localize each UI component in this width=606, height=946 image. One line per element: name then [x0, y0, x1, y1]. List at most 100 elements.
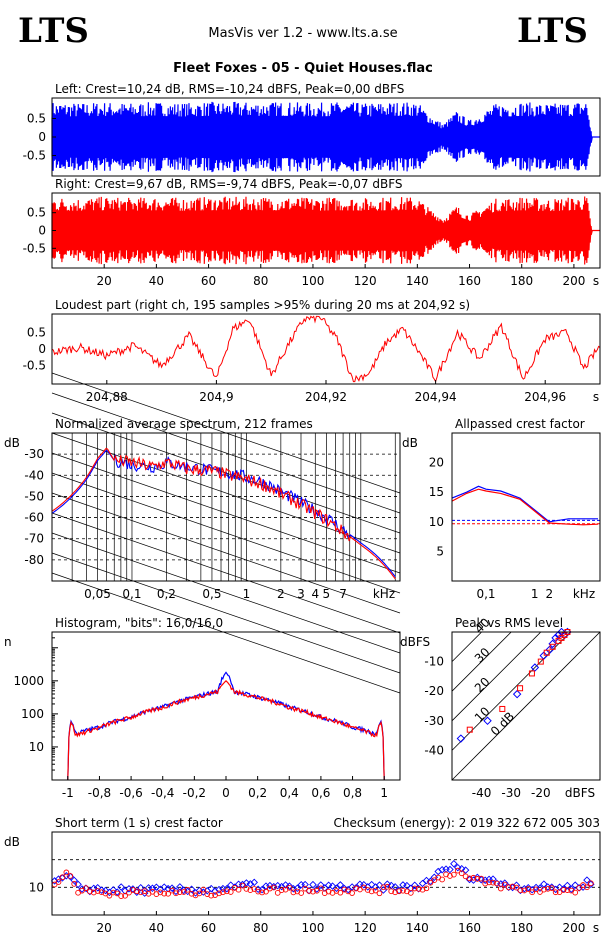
shortcrest-point-left — [309, 880, 317, 889]
crest-ytick: 15 — [429, 485, 444, 499]
shortcrest-point-right — [83, 885, 89, 891]
shortcrest-point-right — [141, 888, 148, 894]
shortcrest-point-right — [411, 885, 418, 892]
crest-ytick: 5 — [436, 544, 444, 558]
shortcrest-point-left — [207, 884, 215, 893]
shortcrest-point-right — [255, 888, 262, 895]
shortcrest-point-right — [177, 889, 183, 895]
shortcrest-xtick: 100 — [301, 921, 324, 935]
shortcrest-point-right — [560, 887, 567, 893]
shortcrest-point-right — [227, 889, 234, 895]
shortcrest-xtick: 200 — [562, 921, 585, 935]
histogram-xtick: -0,8 — [88, 786, 111, 800]
shortcrest-point-right — [270, 884, 277, 891]
peakrms-point-right — [537, 658, 544, 665]
shortcrest-point-right — [122, 892, 128, 899]
histogram-xtick: 0,8 — [343, 786, 362, 800]
shortcrest-point-right — [529, 889, 536, 896]
crest-xunit: kHz — [573, 587, 595, 601]
shortcrest-point-right — [317, 885, 324, 892]
peakrms-point-left — [456, 734, 466, 743]
shortcrest-point-right — [458, 870, 465, 877]
shortcrest-point-left — [117, 883, 125, 891]
spectrum-xtick: 1 — [243, 587, 251, 601]
shortcrest-point-right — [368, 888, 375, 895]
shortcrest-point-right — [94, 888, 101, 894]
loudest-ytick: 0 — [38, 342, 46, 356]
peakrms-point-left — [512, 689, 522, 699]
shortcrest-point-right — [396, 888, 402, 895]
histogram-xtick: -0,4 — [151, 786, 174, 800]
shortcrest-xunit: s — [593, 921, 599, 935]
shortcrest-point-right — [466, 875, 473, 882]
left-ytick: 0.5 — [27, 111, 46, 125]
spectrum-slope — [51, 472, 401, 594]
shortcrest-point-right — [353, 885, 359, 892]
shortcrest-point-left — [238, 880, 247, 889]
shortcrest-point-right — [274, 890, 281, 896]
right-xtick: 140 — [406, 274, 429, 288]
shortcrest-xtick: 180 — [510, 921, 533, 935]
shortcrest-point-right — [306, 888, 312, 894]
loudest-ytick: 0.5 — [27, 325, 46, 339]
crest-line-left — [451, 485, 598, 523]
shortcrest-point-right — [552, 889, 559, 896]
shortcrest-point-right — [478, 875, 485, 882]
loudest-xtick: 204,92 — [305, 390, 347, 404]
shortcrest-point-left — [246, 880, 255, 888]
checksum-text: Checksum (energy): 2 019 322 672 005 303 — [333, 816, 600, 830]
shortcrest-point-right — [474, 876, 481, 882]
shortcrest-point-right — [490, 879, 496, 886]
shortcrest-point-right — [208, 892, 215, 899]
peakrms-crest-label: 20 — [472, 675, 493, 696]
peakrms-point-right — [466, 726, 473, 733]
left-title: Left: Crest=10,24 dB, RMS=-10,24 dBFS, P… — [55, 82, 404, 96]
left-ytick: 0 — [38, 130, 46, 144]
shortcrest-point-right — [310, 888, 316, 895]
shortcrest-xtick: 140 — [406, 921, 429, 935]
peakrms-crest-label: 0 dB — [488, 709, 517, 738]
histogram-xtick: -0,6 — [119, 786, 142, 800]
loudest-line — [51, 315, 601, 383]
shortcrest-point-right — [216, 890, 222, 897]
peakrms-point-left — [560, 630, 569, 640]
loudest-xtick: 204,88 — [86, 390, 128, 404]
shortcrest-point-left — [383, 880, 392, 888]
crest-line-right — [451, 488, 599, 526]
shortcrest-point-right — [451, 871, 457, 878]
right-xtick: 180 — [510, 274, 533, 288]
peakrms-ytick: -40 — [424, 743, 444, 757]
shortcrest-point-left — [446, 865, 454, 874]
spectrum-title: Normalized average spectrum, 212 frames — [55, 417, 313, 431]
peakrms-point-left — [530, 663, 540, 672]
peakrms-crest-line — [451, 631, 482, 662]
shortcrest-point-right — [415, 886, 422, 892]
right-xtick: 40 — [149, 274, 164, 288]
shortcrest-xtick: 160 — [458, 921, 481, 935]
crest-xtick: 0,1 — [476, 587, 495, 601]
shortcrest-point-left — [176, 883, 184, 891]
shortcrest-point-right — [392, 889, 399, 896]
histogram-title: Histogram, "bits": 16,0/16,0 — [55, 616, 223, 630]
peakrms-crest-line — [451, 631, 601, 781]
peakrms-xlabel: dBFS — [565, 786, 595, 800]
left-ytick: -0.5 — [23, 149, 46, 163]
crest-ytick: 20 — [429, 456, 444, 470]
peakrms-ytick: -20 — [424, 684, 444, 698]
shortcrest-point-right — [486, 879, 492, 886]
shortcrest-point-left — [367, 880, 376, 889]
logo-left: LTS — [18, 11, 89, 51]
shortcrest-point-right — [584, 884, 590, 891]
track-title: Fleet Foxes - 05 - Quiet Houses.flac — [173, 61, 433, 76]
shortcrest-point-right — [267, 885, 273, 892]
right-wave-body — [52, 209, 593, 252]
right-ytick: -0.5 — [23, 241, 46, 255]
crest-xtick: 1 — [531, 587, 539, 601]
shortcrest-point-right — [118, 893, 125, 899]
peakrms-point-left — [545, 645, 554, 655]
shortcrest-ytick: 10 — [29, 880, 44, 894]
spectrum-ytick: -80 — [24, 553, 44, 567]
shortcrest-point-right — [259, 889, 265, 896]
right-xtick: 160 — [458, 274, 481, 288]
peakrms-frame — [451, 631, 601, 781]
